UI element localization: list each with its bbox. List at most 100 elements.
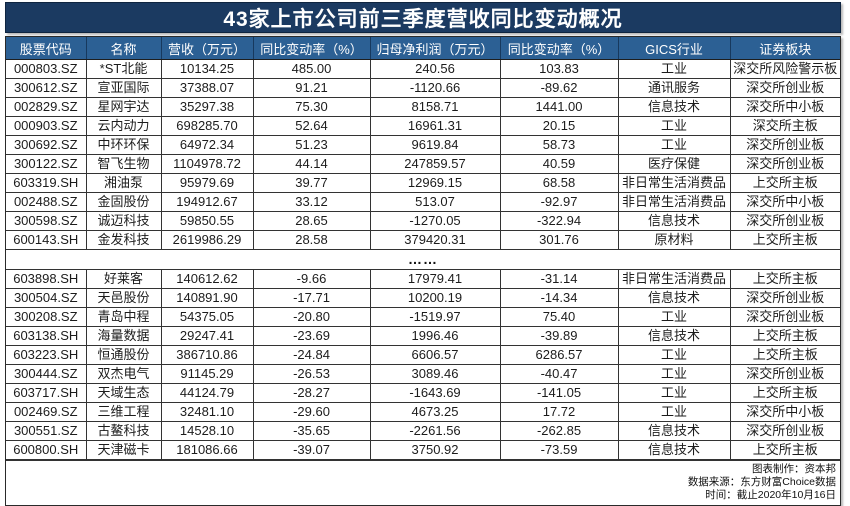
cell-board: 上交所主板 [729, 440, 840, 460]
cell-name: 海量数据 [85, 326, 162, 346]
cell-profit-yoy: -39.89 [499, 326, 619, 346]
cell-gics: 医疗保健 [617, 154, 731, 174]
cell-name: 青岛中程 [85, 307, 162, 327]
cell-gics: 通讯服务 [617, 78, 731, 98]
cell-profit: 16961.31 [369, 116, 501, 136]
table-row: 300551.SZ 古鳌科技 14528.10 -35.65 -2261.56 -262.… [6, 421, 840, 441]
cell-name: 中环环保 [85, 135, 162, 155]
cell-board: 深交所创业板 [729, 288, 840, 308]
cell-profit-yoy: -262.85 [499, 421, 619, 441]
cell-profit: 8158.71 [369, 97, 501, 117]
cell-revenue: 140891.90 [160, 288, 254, 308]
cell-name: 湘油泵 [85, 173, 162, 193]
cell-gics: 信息技术 [617, 440, 731, 460]
cell-profit-yoy: -92.97 [499, 192, 619, 212]
table-row: 600143.SH 金发科技 2619986.29 28.58 379420.31 301… [6, 230, 840, 250]
cell-profit: -2261.56 [369, 421, 501, 441]
cell-code: 300692.SZ [6, 135, 87, 155]
cell-name: *ST北能 [85, 59, 162, 79]
table-header: 股票代码 名称 营收（万元） 同比变动率（%） 归母净利润（万元） 同比变动率（… [6, 37, 840, 60]
col-header-name: 名称 [86, 37, 162, 60]
cell-revenue: 91145.29 [160, 364, 254, 384]
cell-code: 000803.SZ [6, 59, 87, 79]
cell-profit: 240.56 [369, 59, 501, 79]
cell-profit-yoy: -40.47 [499, 364, 619, 384]
cell-revenue-yoy: 39.77 [252, 173, 371, 193]
cell-board: 上交所主板 [729, 326, 840, 346]
companies-table: 股票代码 名称 营收（万元） 同比变动率（%） 归母净利润（万元） 同比变动率（… [6, 37, 840, 460]
cell-revenue: 64972.34 [160, 135, 254, 155]
cell-code: 002469.SZ [6, 402, 87, 422]
table-row: 300444.SZ 双杰电气 91145.29 -26.53 3089.46 -40.47… [6, 364, 840, 384]
cell-name: 天邑股份 [85, 288, 162, 308]
cell-gics: 工业 [617, 307, 731, 327]
cell-profit: 9619.84 [369, 135, 501, 155]
col-header-board: 证券板块 [730, 37, 840, 60]
cell-revenue: 140612.62 [160, 269, 254, 289]
cell-gics: 信息技术 [617, 211, 731, 231]
cell-profit: 1996.46 [369, 326, 501, 346]
cell-revenue-yoy: 28.65 [252, 211, 371, 231]
cell-revenue-yoy: 28.58 [252, 230, 371, 250]
cell-board: 上交所主板 [729, 269, 840, 289]
cell-revenue-yoy: 52.64 [252, 116, 371, 136]
cell-revenue: 194912.67 [160, 192, 254, 212]
cell-profit-yoy: 301.76 [499, 230, 619, 250]
table-row: 300504.SZ 天邑股份 140891.90 -17.71 10200.19 -14.… [6, 288, 840, 308]
cell-gics: 非日常生活消费品 [617, 173, 731, 193]
cell-revenue: 2619986.29 [160, 230, 254, 250]
cell-code: 300551.SZ [6, 421, 87, 441]
separator-row: …… [6, 249, 840, 270]
cell-revenue-yoy: 91.21 [252, 78, 371, 98]
cell-board: 上交所主板 [729, 173, 840, 193]
cell-profit-yoy: -322.94 [499, 211, 619, 231]
cell-revenue: 386710.86 [160, 345, 254, 365]
cell-profit-yoy: -14.34 [499, 288, 619, 308]
cell-revenue: 59850.55 [160, 211, 254, 231]
cell-profit-yoy: 17.72 [499, 402, 619, 422]
cell-name: 云内动力 [85, 116, 162, 136]
cell-code: 603319.SH [6, 173, 87, 193]
cell-revenue: 37388.07 [160, 78, 254, 98]
cell-profit-yoy: -89.62 [499, 78, 619, 98]
cell-revenue: 95979.69 [160, 173, 254, 193]
cell-code: 300122.SZ [6, 154, 87, 174]
cell-name: 三维工程 [85, 402, 162, 422]
table-row: 603138.SH 海量数据 29247.41 -23.69 1996.46 -39.89… [6, 326, 840, 346]
table-row: 002488.SZ 金固股份 194912.67 33.12 513.07 -92.97 非… [6, 192, 840, 212]
cell-profit-yoy: 68.58 [499, 173, 619, 193]
cell-code: 603138.SH [6, 326, 87, 346]
cell-board: 深交所创业板 [729, 211, 840, 231]
cell-name: 智飞生物 [85, 154, 162, 174]
cell-name: 天域生态 [85, 383, 162, 403]
cell-board: 深交所中小板 [729, 402, 840, 422]
table-row: 300612.SZ 宣亚国际 37388.07 91.21 -1120.66 -89.62… [6, 78, 840, 98]
cell-revenue-yoy: -17.71 [252, 288, 371, 308]
cell-name: 宣亚国际 [85, 78, 162, 98]
cell-name: 金发科技 [85, 230, 162, 250]
cell-revenue: 1104978.72 [160, 154, 254, 174]
cell-gics: 信息技术 [617, 421, 731, 441]
cell-profit: 10200.19 [369, 288, 501, 308]
cell-revenue: 35297.38 [160, 97, 254, 117]
cell-board: 深交所创业板 [729, 421, 840, 441]
cell-gics: 工业 [617, 383, 731, 403]
table-row: 002469.SZ 三维工程 32481.10 -29.60 4673.25 17.72 工… [6, 402, 840, 422]
cell-revenue: 29247.41 [160, 326, 254, 346]
cell-name: 星网宇达 [85, 97, 162, 117]
table-frame: 股票代码 名称 营收（万元） 同比变动率（%） 归母净利润（万元） 同比变动率（… [5, 36, 841, 506]
cell-revenue-yoy: -24.84 [252, 345, 371, 365]
cell-profit-yoy: 1441.00 [499, 97, 619, 117]
table-body: 000803.SZ *ST北能 10134.25 485.00 240.56 103.83… [6, 59, 840, 460]
cell-code: 300612.SZ [6, 78, 87, 98]
cell-revenue-yoy: -35.65 [252, 421, 371, 441]
cell-code: 603898.SH [6, 269, 87, 289]
cell-gics: 工业 [617, 116, 731, 136]
cell-code: 000903.SZ [6, 116, 87, 136]
cell-board: 深交所创业板 [729, 307, 840, 327]
cell-revenue: 32481.10 [160, 402, 254, 422]
cell-name: 天津磁卡 [85, 440, 162, 460]
cell-name: 金固股份 [85, 192, 162, 212]
cell-code: 300444.SZ [6, 364, 87, 384]
table-row: 600800.SH 天津磁卡 181086.66 -39.07 3750.92 -73.5… [6, 440, 840, 460]
